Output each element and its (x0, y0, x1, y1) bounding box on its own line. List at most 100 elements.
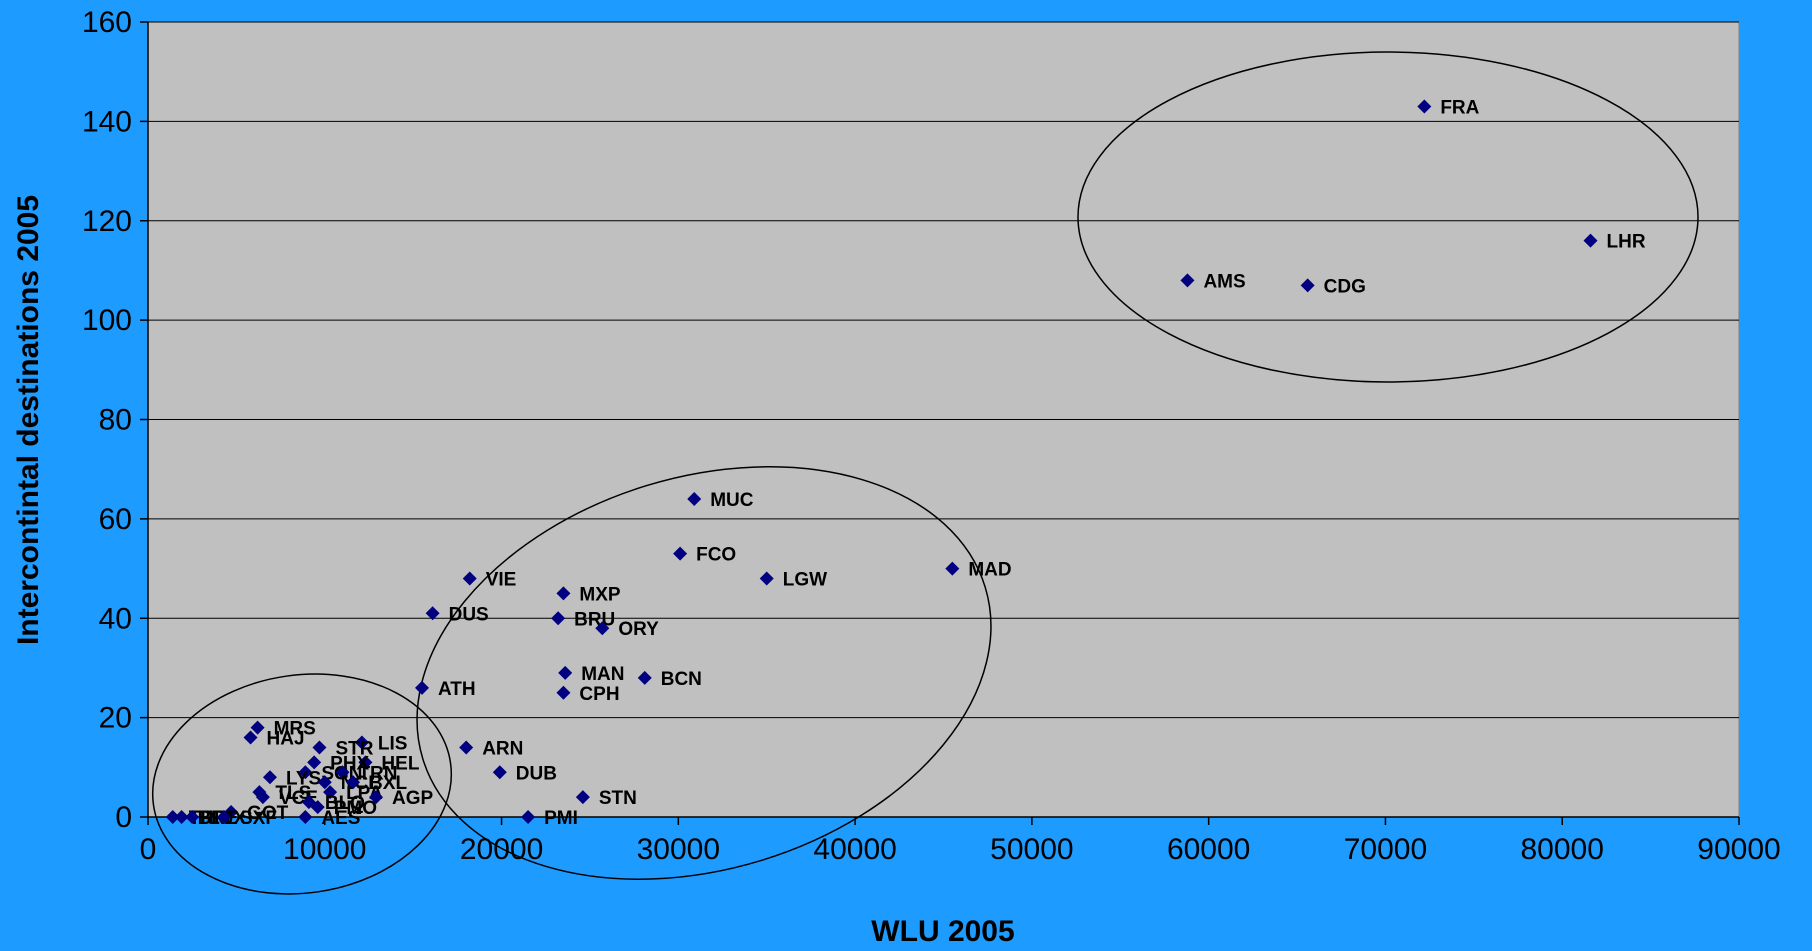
data-point (310, 800, 325, 815)
data-point-label: VIE (486, 570, 517, 591)
data-point (354, 735, 369, 750)
x-tick-label: 50000 (990, 833, 1073, 866)
data-point-label: CPH (579, 684, 619, 705)
data-point (243, 730, 258, 745)
x-tick-label: 70000 (1344, 833, 1427, 866)
data-point-label: TLS (275, 783, 311, 804)
y-tick-label: 0 (115, 801, 132, 834)
data-point-label: STR (335, 738, 373, 759)
data-point (262, 770, 277, 785)
data-point (415, 680, 430, 695)
data-point (185, 810, 200, 824)
data-point (459, 740, 474, 755)
data-point (425, 606, 440, 621)
data-point-label: AMS (1203, 271, 1245, 292)
data-point (492, 765, 507, 780)
data-point (312, 740, 327, 755)
data-point (759, 571, 774, 586)
data-point (250, 720, 265, 735)
data-point (174, 810, 189, 824)
data-point-label: TRF (189, 808, 226, 829)
cluster-ellipse-hubs (1077, 51, 1699, 383)
y-tick-label: 140 (82, 105, 132, 138)
data-point (1180, 273, 1195, 288)
data-point-label: BCN (661, 669, 702, 690)
data-point (595, 621, 610, 636)
cluster-ellipse-small (151, 673, 453, 895)
data-point-label: FCO (696, 545, 736, 566)
data-point-label: DUS (449, 604, 489, 625)
x-tick-label: 30000 (637, 833, 720, 866)
data-point-label: PMO (334, 798, 377, 819)
data-point-label: BXL (369, 773, 407, 794)
data-point-label: LYS (286, 768, 321, 789)
y-tick-label: 80 (99, 404, 132, 437)
y-tick-label: 60 (99, 503, 132, 536)
x-tick-label: 40000 (813, 833, 896, 866)
data-point-label: ARN (482, 738, 523, 759)
data-point (335, 765, 350, 780)
data-point-label: STN (599, 788, 637, 809)
data-point (687, 492, 702, 506)
data-point (255, 790, 270, 805)
y-axis-title: Intercontintal destinations 2005 (12, 195, 45, 645)
x-tick-label: 80000 (1521, 833, 1604, 866)
data-point (298, 810, 313, 824)
data-point-label: BRE (198, 808, 238, 829)
cluster-ellipses (151, 51, 1699, 895)
data-point-label: MAD (968, 560, 1011, 581)
data-point (358, 755, 373, 770)
data-point (1300, 278, 1315, 293)
gridlines (148, 21, 1739, 719)
x-tick-label: 60000 (1167, 833, 1250, 866)
data-point (556, 685, 571, 700)
x-tick-label: 0 (140, 833, 157, 866)
y-tick-label: 160 (82, 6, 132, 39)
data-point (521, 810, 536, 824)
data-point (673, 546, 688, 561)
y-tick-label: 20 (99, 702, 132, 735)
data-point-label: CDG (1324, 276, 1366, 297)
data-point-label: MAN (581, 664, 624, 685)
data-point-label: HAJ (267, 729, 305, 750)
cluster-ellipse-medium (416, 466, 992, 880)
data-point (217, 810, 232, 824)
data-point (307, 755, 322, 770)
data-point (558, 665, 573, 680)
x-axis-title: WLU 2005 (871, 915, 1014, 948)
x-tick-label: 10000 (283, 833, 366, 866)
data-point (551, 611, 566, 626)
data-point-label: TRN (358, 763, 397, 784)
data-point-label: LIS (378, 733, 408, 754)
data-point-label: GOT (247, 803, 289, 824)
data-point (323, 785, 338, 800)
data-point-label: DUB (516, 763, 557, 784)
data-point-label: HEL (381, 753, 419, 774)
data-point (462, 571, 477, 586)
data-point-label: PMI (544, 808, 578, 829)
data-point-label: SXF (240, 808, 277, 829)
data-point (945, 561, 960, 576)
data-point-label: ATH (438, 679, 476, 700)
data-point-label: MXP (579, 584, 621, 605)
data-point (637, 670, 652, 685)
y-tick-label: 120 (82, 205, 132, 238)
data-point-label: LHR (1607, 232, 1646, 253)
data-points: FRA LHR AMS CDG MUC FCO MAD LGW VIE MXP DUS BRU ORY M… (165, 97, 1646, 829)
data-point (575, 790, 590, 805)
data-point (165, 810, 180, 824)
data-point-label: ORY (618, 619, 659, 640)
data-point (346, 775, 361, 790)
data-point (556, 586, 571, 601)
x-tick-label: 90000 (1697, 833, 1780, 866)
data-point-label: MUC (710, 490, 754, 511)
data-point-label: AGP (392, 788, 434, 809)
y-tick-label: 40 (99, 602, 132, 635)
data-point-label: FRA (1440, 97, 1479, 118)
data-point (369, 790, 384, 805)
data-point-label: AES (321, 808, 360, 829)
y-tick-label: 100 (82, 304, 132, 337)
data-point-label: LGW (783, 570, 827, 591)
